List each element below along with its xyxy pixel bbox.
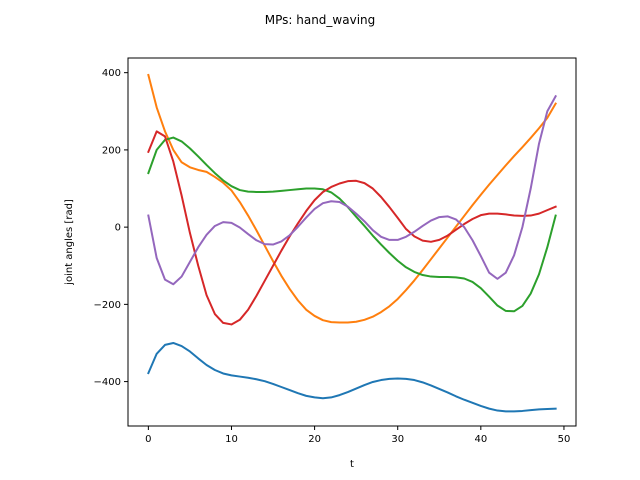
x-axis-label: t — [350, 459, 354, 470]
x-tick-label-20: 20 — [308, 434, 321, 445]
plot-area: 0 10 20 30 40 50 −400 −200 0 200 400 — [94, 57, 577, 445]
y-tick-label--400: −400 — [94, 377, 121, 388]
axes-frame — [127, 57, 577, 427]
y-axis-label: joint angles [rad] — [64, 199, 75, 286]
x-tick-label-10: 10 — [225, 434, 238, 445]
x-tick-label-30: 30 — [391, 434, 404, 445]
chart-title: MPs: hand_waving — [265, 13, 376, 27]
y-tick-label-200: 200 — [102, 145, 121, 156]
series-line-5 — [147, 94, 557, 286]
y-tick-label--200: −200 — [94, 300, 121, 311]
x-tick-label-0: 0 — [145, 434, 151, 445]
x-tick-label-50: 50 — [558, 434, 571, 445]
series-line-4 — [147, 130, 557, 326]
y-tick-label-0: 0 — [115, 223, 121, 234]
series-line-2 — [147, 73, 558, 324]
x-tick-label-40: 40 — [474, 434, 487, 445]
series-line-1 — [147, 341, 557, 413]
y-tick-label-400: 400 — [102, 68, 121, 79]
series-line-3 — [147, 136, 557, 313]
